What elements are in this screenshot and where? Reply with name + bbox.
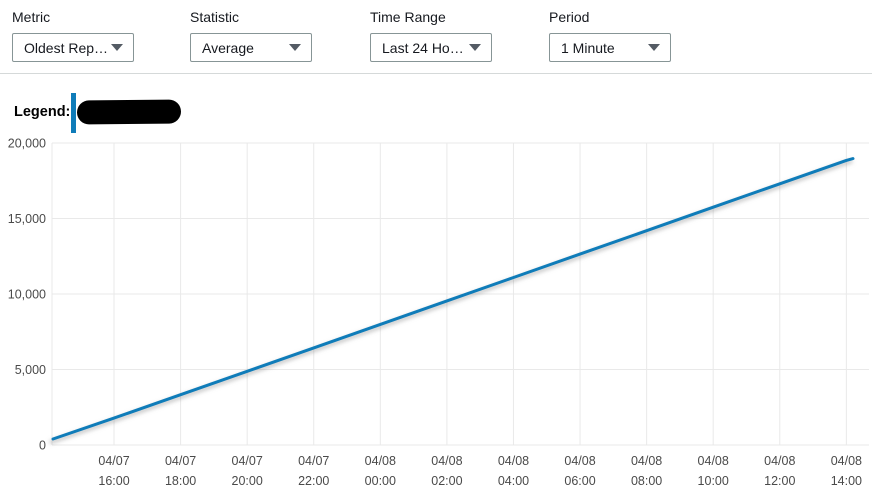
chevron-down-icon bbox=[289, 44, 301, 51]
x-tick-date: 04/07 bbox=[232, 454, 263, 468]
x-tick-time: 00:00 bbox=[365, 474, 396, 488]
metric-dropdown[interactable]: Oldest Rep… bbox=[12, 33, 134, 62]
x-tick-date: 04/08 bbox=[764, 454, 795, 468]
x-tick-time: 18:00 bbox=[165, 474, 196, 488]
legend-color-bar bbox=[71, 93, 76, 133]
legend-entry-redacted bbox=[76, 99, 182, 125]
control-group-metric: Metric Oldest Rep… bbox=[12, 8, 134, 62]
x-tick-date: 04/08 bbox=[631, 454, 662, 468]
metric-dropdown-value: Oldest Rep… bbox=[24, 39, 107, 56]
divider bbox=[0, 73, 872, 74]
y-tick-label: 15,000 bbox=[8, 212, 46, 226]
control-group-period: Period 1 Minute bbox=[549, 8, 671, 62]
chevron-down-icon bbox=[111, 44, 123, 51]
x-tick-date: 04/08 bbox=[498, 454, 529, 468]
period-label: Period bbox=[549, 9, 590, 25]
x-tick-time: 20:00 bbox=[232, 474, 263, 488]
y-tick-label: 10,000 bbox=[8, 288, 46, 302]
x-tick-time: 22:00 bbox=[298, 474, 329, 488]
metric-label: Metric bbox=[12, 9, 51, 25]
control-group-statistic: Statistic Average bbox=[190, 8, 312, 62]
statistic-label: Statistic bbox=[190, 9, 240, 25]
statistic-dropdown[interactable]: Average bbox=[190, 33, 312, 62]
y-tick-label: 5,000 bbox=[15, 363, 46, 377]
x-tick-date: 04/08 bbox=[431, 454, 462, 468]
period-dropdown-value: 1 Minute bbox=[561, 39, 615, 56]
y-tick-label: 0 bbox=[39, 439, 46, 453]
y-tick-label: 20,000 bbox=[8, 137, 46, 151]
x-tick-date: 04/08 bbox=[564, 454, 595, 468]
statistic-dropdown-value: Average bbox=[202, 39, 254, 56]
chevron-down-icon bbox=[469, 44, 481, 51]
x-tick-time: 16:00 bbox=[98, 474, 129, 488]
x-tick-time: 06:00 bbox=[564, 474, 595, 488]
chevron-down-icon bbox=[648, 44, 660, 51]
x-tick-time: 12:00 bbox=[764, 474, 795, 488]
time-range-dropdown-value: Last 24 Ho… bbox=[382, 39, 464, 56]
legend-label: Legend: bbox=[14, 104, 71, 120]
x-tick-time: 02:00 bbox=[431, 474, 462, 488]
series-line bbox=[51, 157, 855, 441]
x-tick-time: 10:00 bbox=[698, 474, 729, 488]
x-tick-time: 14:00 bbox=[831, 474, 862, 488]
x-tick-time: 08:00 bbox=[631, 474, 662, 488]
x-tick-date: 04/08 bbox=[831, 454, 862, 468]
x-tick-date: 04/07 bbox=[298, 454, 329, 468]
control-group-time-range: Time Range Last 24 Ho… bbox=[370, 8, 492, 62]
metric-line-chart[interactable]: 0 5,000 10,000 15,000 20,000 04/07 16:00 04/07 1… bbox=[0, 130, 872, 499]
x-tick-date: 04/07 bbox=[98, 454, 129, 468]
x-tick-date: 04/08 bbox=[698, 454, 729, 468]
x-tick-time: 04:00 bbox=[498, 474, 529, 488]
time-range-dropdown[interactable]: Last 24 Ho… bbox=[370, 33, 492, 62]
x-tick-date: 04/08 bbox=[365, 454, 396, 468]
x-tick-date: 04/07 bbox=[165, 454, 196, 468]
time-range-label: Time Range bbox=[370, 9, 446, 25]
period-dropdown[interactable]: 1 Minute bbox=[549, 33, 671, 62]
